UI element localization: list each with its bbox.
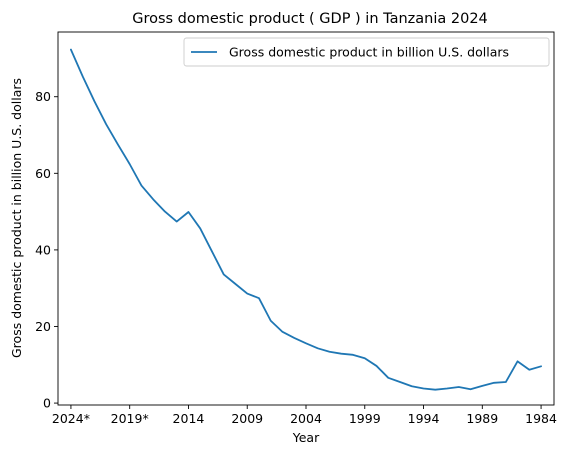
legend: Gross domestic product in billion U.S. d… — [183, 37, 550, 67]
x-tick-label: 2024* — [52, 411, 90, 426]
x-tick-label: 2009 — [231, 411, 263, 426]
gdp-series-line — [70, 48, 542, 391]
legend-box — [183, 37, 550, 67]
y-tick-label: 80 — [35, 89, 51, 104]
x-axis-ticks: 2024* 2019* 2014 2009 2004 1999 1994 1989 1984 — [52, 405, 557, 426]
x-tick-label: 1989 — [466, 411, 498, 426]
y-tick-label: 0 — [43, 396, 51, 411]
plot-frame — [57, 31, 555, 406]
y-tick-label: 20 — [35, 319, 51, 334]
x-tick-label: 2014 — [173, 411, 205, 426]
x-tick-label: 1994 — [408, 411, 440, 426]
legend-label: Gross domestic product in billion U.S. d… — [229, 45, 509, 60]
x-tick-label: 1999 — [349, 411, 381, 426]
y-axis-label: Gross domestic product in billion U.S. d… — [9, 78, 24, 358]
x-axis-label: Year — [292, 430, 320, 445]
x-tick-label: 2004 — [290, 411, 322, 426]
y-tick-label: 60 — [35, 166, 51, 181]
y-axis-ticks: 0 20 40 60 80 — [35, 89, 58, 411]
x-tick-label: 2019* — [111, 411, 149, 426]
y-tick-label: 40 — [35, 242, 51, 257]
chart-title: Gross domestic product ( GDP ) in Tanzan… — [132, 11, 488, 27]
x-tick-label: 1984 — [525, 411, 557, 426]
